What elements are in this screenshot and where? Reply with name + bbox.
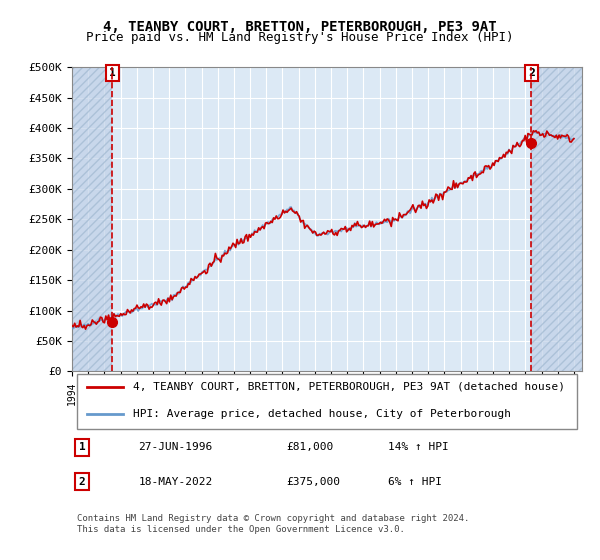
Text: HPI: Average price, detached house, City of Peterborough: HPI: Average price, detached house, City… [133,409,511,419]
Text: 4, TEANBY COURT, BRETTON, PETERBOROUGH, PE3 9AT (detached house): 4, TEANBY COURT, BRETTON, PETERBOROUGH, … [133,381,565,391]
Text: 14% ↑ HPI: 14% ↑ HPI [388,442,449,452]
Bar [532,67,582,371]
Text: 4, TEANBY COURT, BRETTON, PETERBOROUGH, PE3 9AT: 4, TEANBY COURT, BRETTON, PETERBOROUGH, … [103,20,497,34]
Text: Price paid vs. HM Land Registry's House Price Index (HPI): Price paid vs. HM Land Registry's House … [86,31,514,44]
Text: £81,000: £81,000 [286,442,334,452]
Text: £375,000: £375,000 [286,477,340,487]
Text: 1: 1 [109,68,116,78]
FancyBboxPatch shape [77,375,577,429]
Text: 6% ↑ HPI: 6% ↑ HPI [388,477,442,487]
Text: Contains HM Land Registry data © Crown copyright and database right 2024.
This d: Contains HM Land Registry data © Crown c… [77,514,469,534]
Bar [72,67,112,371]
Text: 27-JUN-1996: 27-JUN-1996 [139,442,212,452]
Text: 18-MAY-2022: 18-MAY-2022 [139,477,212,487]
Text: 2: 2 [79,477,86,487]
Text: 2: 2 [528,68,535,78]
Text: 1: 1 [79,442,86,452]
